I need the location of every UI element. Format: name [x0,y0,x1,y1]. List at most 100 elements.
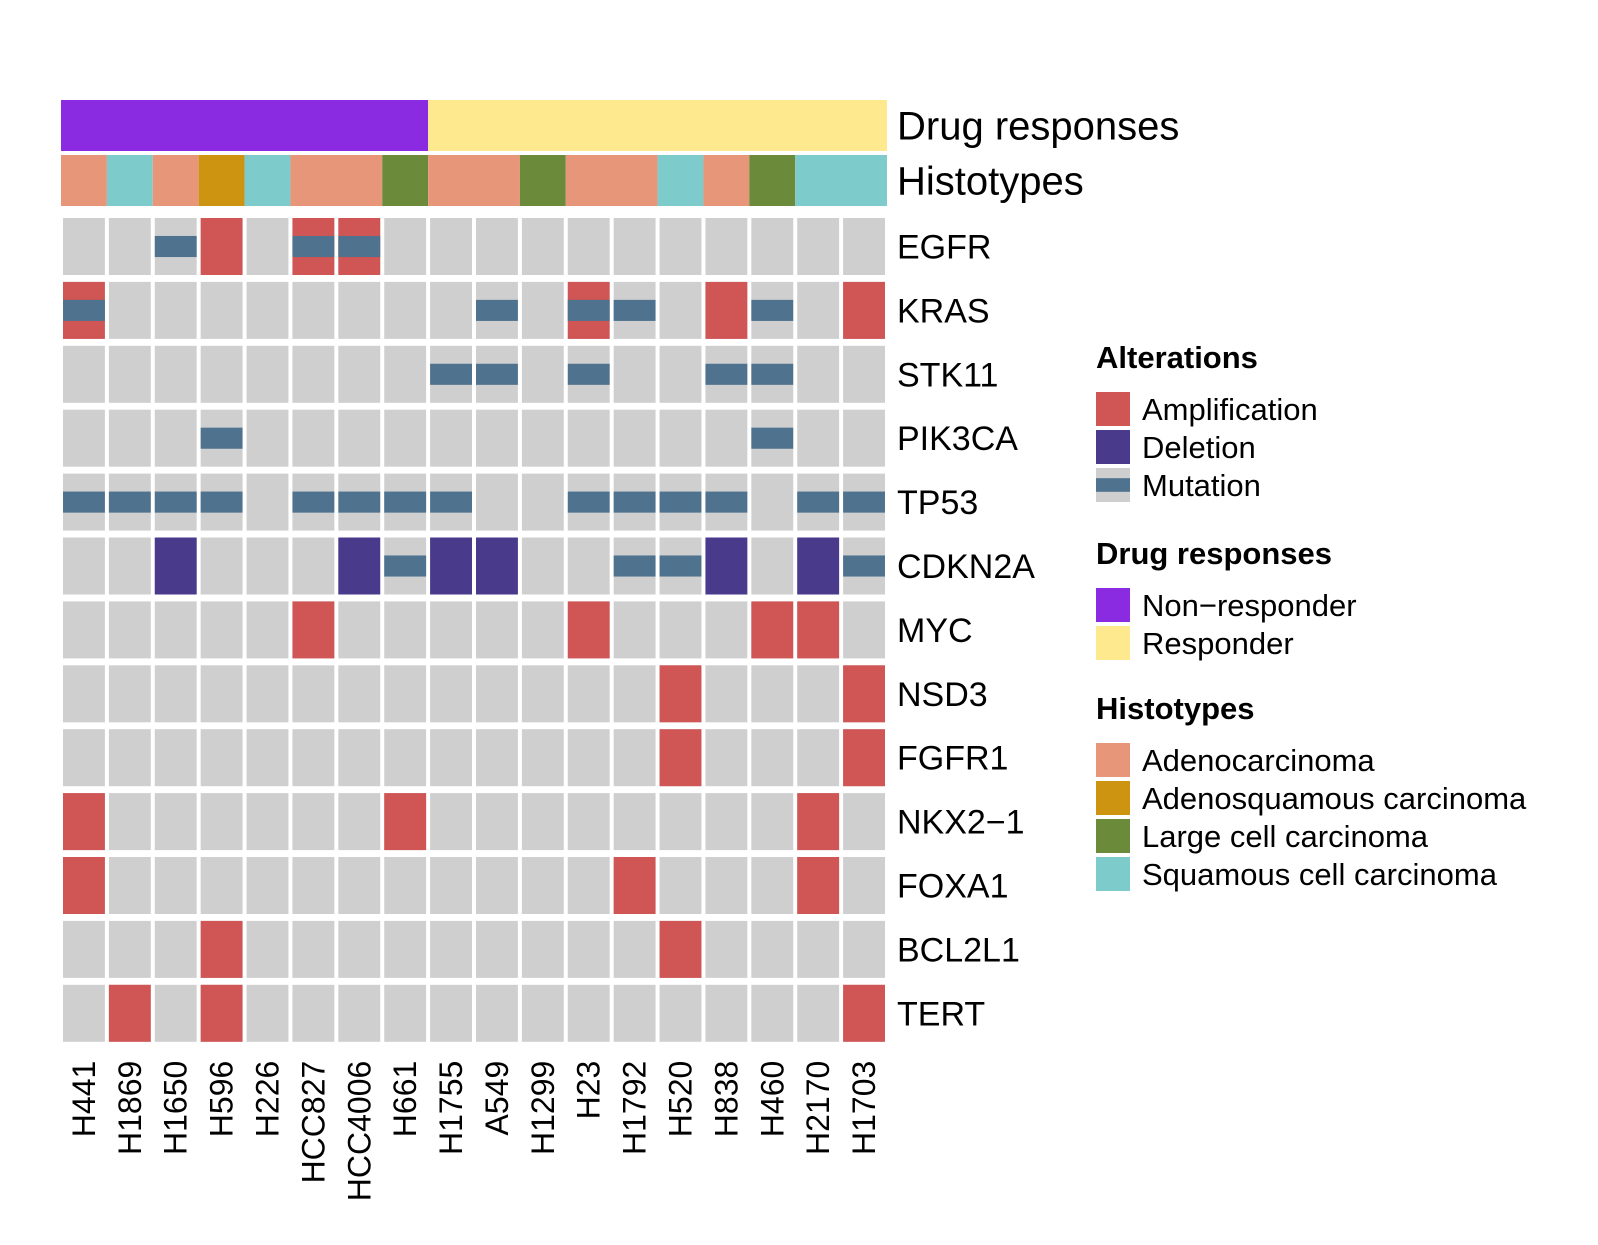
cell-nkx2-1-h226 [246,793,289,851]
annotation-histotypes-squamous-cell-carcinoma-block [657,155,704,206]
mutation-mark-kras-a549 [476,299,518,321]
amplification-mark-foxa1-h441 [63,857,105,914]
cell-cdkn2a-h441 [63,537,105,595]
cell-nsd3-a549 [476,665,518,723]
annotation-histotypes-squamous-cell-carcinoma-block [795,155,887,206]
cell-egfr-h1869 [108,218,151,275]
mutation-mark-pik3ca-h596 [200,427,243,449]
legend-swatch-responder [1096,626,1130,660]
gene-label-kras: KRAS [897,292,990,330]
cell-nkx2-1-h23 [567,793,610,851]
cell-foxa1-h1650 [154,857,197,914]
mutation-mark-stk11-h460 [751,363,794,385]
cell-fgfr1-hcc827 [292,729,335,787]
cell-stk11-h226 [246,345,289,403]
cell-foxa1-h596 [200,857,243,914]
amplification-mark-nkx2-1-h661 [384,793,427,851]
legend-swatch-amplification [1096,392,1130,426]
cell-foxa1-hcc827 [292,857,335,914]
amplification-mark-myc-h23 [567,601,610,659]
cell-pik3ca-h1869 [108,409,151,467]
cell-myc-h1650 [154,601,197,659]
amplification-mark-nkx2-1-h441 [63,793,105,851]
cell-pik3ca-h441 [63,409,105,467]
cell-cdkn2a-h596 [200,537,243,595]
mutation-mark-tp53-h596 [200,491,243,513]
cell-stk11-h1792 [613,345,656,403]
sample-label-h226: H226 [250,1061,286,1138]
legend-swatch-mutation [1096,478,1130,492]
cell-fgfr1-h441 [63,729,105,787]
sample-label-h2170: H2170 [800,1061,836,1155]
amplification-mark-tert-h1869 [108,984,151,1042]
cell-stk11-hcc827 [292,345,335,403]
annotation-histotypes-large-cell-carcinoma-block [519,155,566,206]
cell-foxa1-h520 [659,857,702,914]
deletion-mark-cdkn2a-hcc4006 [338,537,381,595]
mutation-mark-cdkn2a-h661 [384,555,427,577]
amplification-mark-myc-hcc827 [292,601,335,659]
sample-label-h661: H661 [387,1061,423,1138]
cell-fgfr1-h1299 [521,729,564,787]
mutation-mark-stk11-a549 [476,363,518,385]
mutation-mark-tp53-h2170 [797,491,840,513]
cell-tert-h23 [567,984,610,1042]
annotation-histotypes-adenocarcinoma-block [703,155,750,206]
cell-myc-h1869 [108,601,151,659]
mutation-mark-stk11-h23 [567,363,610,385]
annotation-histotypes-squamous-cell-carcinoma-block [244,155,291,206]
amplification-mark-myc-h2170 [797,601,840,659]
cell-kras-h1299 [521,281,564,339]
cell-stk11-h2170 [797,345,840,403]
gene-label-tert: TERT [897,995,985,1033]
cell-cdkn2a-h460 [751,537,794,595]
deletion-mark-cdkn2a-h2170 [797,537,840,595]
sample-label-h1650: H1650 [158,1061,194,1155]
cell-bcl2l1-h2170 [797,920,840,978]
sample-label-hcc827: HCC827 [295,1061,331,1184]
cell-nkx2-1-a549 [476,793,518,851]
cell-bcl2l1-hcc4006 [338,920,381,978]
cell-pik3ca-h1703 [843,409,885,467]
cell-stk11-h1703 [843,345,885,403]
mutation-mark-kras-h441 [63,299,105,321]
cell-fgfr1-hcc4006 [338,729,381,787]
cell-egfr-h1299 [521,218,564,275]
gene-label-nsd3: NSD3 [897,676,988,714]
cell-foxa1-a549 [476,857,518,914]
sample-label-hcc4006: HCC4006 [341,1061,377,1202]
amplification-mark-foxa1-h2170 [797,857,840,914]
cell-kras-h520 [659,281,702,339]
cell-foxa1-h1755 [430,857,472,914]
cell-cdkn2a-hcc827 [292,537,335,595]
cell-tert-h441 [63,984,105,1042]
annotation-histotypes-label: Histotypes [897,160,1084,204]
cell-egfr-h226 [246,218,289,275]
mutation-mark-tp53-h661 [384,491,427,513]
gene-label-pik3ca: PIK3CA [897,420,1018,458]
cell-cdkn2a-h23 [567,537,610,595]
cell-nsd3-hcc4006 [338,665,381,723]
legend-label-non-responder: Non−responder [1142,588,1357,623]
mutation-mark-tp53-h23 [567,491,610,513]
annotation-histotypes-adenocarcinoma-block [565,155,658,206]
cell-nsd3-h441 [63,665,105,723]
cell-myc-h1299 [521,601,564,659]
deletion-mark-cdkn2a-h1755 [430,537,472,595]
cell-bcl2l1-h1792 [613,920,656,978]
annotation-histotypes-adenocarcinoma-block [152,155,199,206]
mutation-mark-cdkn2a-h520 [659,555,702,577]
cell-fgfr1-h1869 [108,729,151,787]
cell-fgfr1-h1650 [154,729,197,787]
cell-tert-h460 [751,984,794,1042]
mutation-mark-tp53-h1755 [430,491,472,513]
mutation-mark-tp53-h1869 [108,491,151,513]
annotation-drug-responses-label: Drug responses [897,105,1179,149]
gene-label-foxa1: FOXA1 [897,868,1008,906]
cell-pik3ca-a549 [476,409,518,467]
cell-egfr-h23 [567,218,610,275]
annotation-histotypes-adenocarcinoma-block [61,155,107,206]
legend-label-mutation: Mutation [1142,468,1261,503]
cell-kras-h226 [246,281,289,339]
